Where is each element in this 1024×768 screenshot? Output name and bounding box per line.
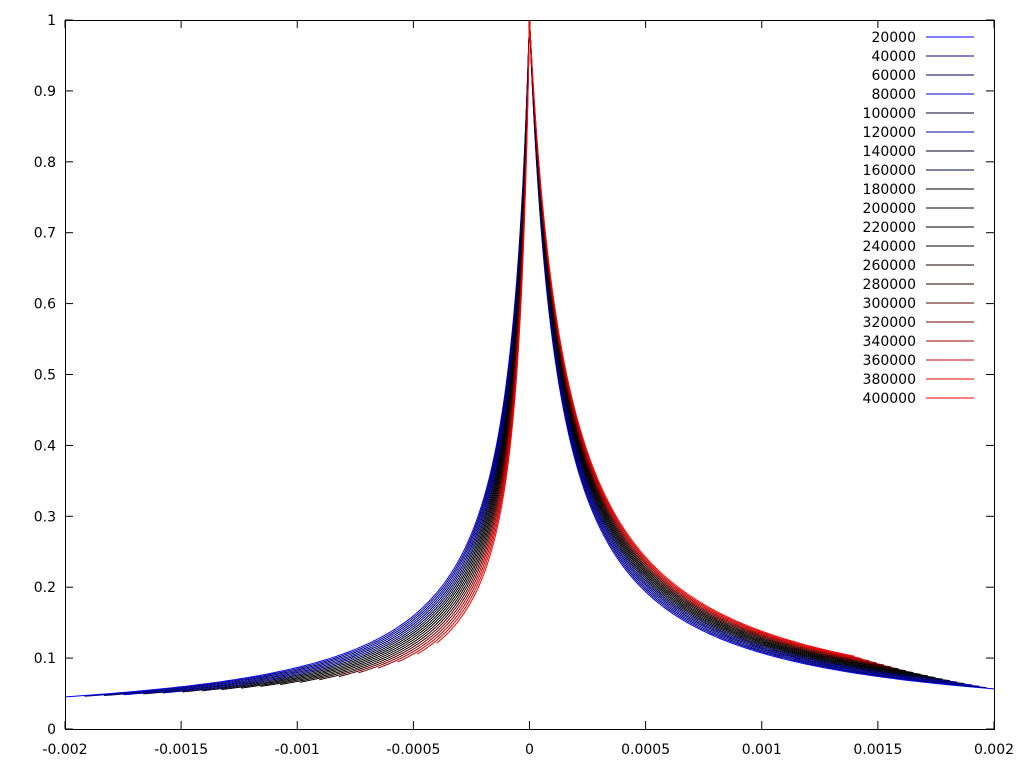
series-lines (64, 20, 995, 698)
x-tick-label: -0.0005 (386, 742, 440, 758)
series-line-360000 (397, 20, 870, 663)
y-tick-labels: 0 0.1 0.2 0.3 0.4 0.5 0.6 0.7 0.8 0.9 1 (34, 13, 56, 738)
legend-label: 280000 (863, 277, 916, 293)
x-tick-label: -0.001 (275, 742, 320, 758)
series-line-220000 (260, 20, 921, 687)
series-line-120000 (162, 20, 958, 694)
legend-label: 80000 (871, 87, 916, 103)
y-tick-label: 0.9 (34, 84, 56, 100)
y-tick-label: 0.2 (34, 580, 56, 596)
series-line-100000 (143, 20, 965, 695)
x-tick-label: 0.0005 (621, 742, 670, 758)
x-tick-label: 0.001 (742, 742, 782, 758)
y-tick-label: 0.4 (34, 438, 56, 454)
plot-frame (65, 20, 995, 730)
x-tick-label: -0.002 (42, 742, 87, 758)
legend-label: 320000 (863, 315, 916, 331)
series-line-180000 (221, 20, 936, 691)
legend-label: 60000 (871, 68, 916, 84)
series-line-40000 (84, 20, 987, 697)
legend-label: 300000 (863, 296, 916, 312)
legend-label: 400000 (863, 391, 916, 407)
legend: 20000 40000 60000 80000 100000 120000 140000 16… (863, 30, 974, 407)
legend-label: 160000 (863, 163, 916, 179)
series-line-320000 (358, 20, 885, 674)
y-tick-label: 0.7 (34, 226, 56, 242)
series-line-140000 (182, 20, 951, 693)
x-tick-label: 0.0015 (853, 742, 902, 758)
series-line-160000 (201, 20, 943, 692)
series-line-60000 (104, 20, 980, 697)
legend-label: 120000 (863, 125, 916, 141)
series-line-400000 (436, 20, 855, 657)
series-line-280000 (319, 20, 899, 681)
y-tick-label: 0.8 (34, 155, 56, 171)
legend-label: 20000 (871, 30, 916, 46)
series-line-200000 (240, 20, 929, 689)
y-tick-label: 1 (47, 13, 56, 29)
legend-label: 140000 (863, 144, 916, 160)
series-line-20000 (64, 20, 995, 698)
legend-label: 220000 (863, 220, 916, 236)
legend-label: 40000 (871, 49, 916, 65)
legend-label: 200000 (863, 201, 916, 217)
y-tick-label: 0.3 (34, 509, 56, 525)
y-tick-label: 0.5 (34, 368, 56, 384)
series-line-300000 (338, 20, 892, 678)
series-line-260000 (299, 20, 907, 683)
series-line-380000 (416, 20, 863, 660)
legend-label: 360000 (863, 353, 916, 369)
x-tick-label: 0.002 (974, 742, 1014, 758)
legend-label: 240000 (863, 239, 916, 255)
y-tick-label: 0.6 (34, 297, 56, 313)
series-line-340000 (377, 20, 877, 669)
x-tick-labels: -0.002 -0.0015 -0.001 -0.0005 0 0.0005 0.001 0.… (42, 742, 1014, 758)
y-tick-label: 0.1 (34, 651, 56, 667)
x-tick-label: 0 (525, 742, 534, 758)
legend-label: 180000 (863, 182, 916, 198)
y-tick-label: 0 (47, 722, 56, 738)
legend-label: 340000 (863, 334, 916, 350)
series-line-240000 (280, 20, 914, 686)
axis-ticks (64, 19, 995, 730)
legend-label: 260000 (863, 258, 916, 274)
x-tick-label: -0.0015 (154, 742, 208, 758)
legend-label: 100000 (863, 106, 916, 122)
legend-label: 380000 (863, 372, 916, 388)
series-line-80000 (123, 20, 973, 696)
